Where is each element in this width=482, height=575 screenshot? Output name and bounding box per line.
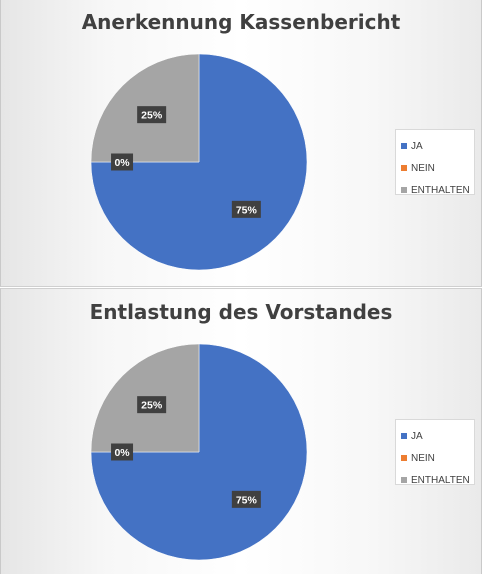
chart-title: Anerkennung Kassenbericht bbox=[81, 10, 401, 34]
data-label-text: 0% bbox=[114, 447, 130, 459]
data-label-text: 0% bbox=[114, 157, 130, 169]
pie-chart: 75% 0% 25% bbox=[90, 343, 308, 561]
legend-swatch bbox=[401, 455, 407, 461]
legend-swatch bbox=[401, 187, 407, 193]
legend-label: ENTHALTEN bbox=[411, 474, 470, 486]
data-label-nein: 0% bbox=[111, 443, 134, 461]
legend-label: NEIN bbox=[411, 452, 435, 464]
data-label-nein: 0% bbox=[111, 153, 134, 171]
legend-label: NEIN bbox=[411, 162, 435, 174]
data-label-text: 75% bbox=[236, 494, 258, 506]
chart-panel-entlastung: Entlastung des Vorstandes 75% 0% 25% JA NE… bbox=[0, 288, 482, 574]
legend-label: JA bbox=[411, 140, 423, 152]
legend-item-nein: NEIN bbox=[396, 157, 474, 179]
data-label-ja: 75% bbox=[231, 490, 261, 508]
legend-item-ja: JA bbox=[396, 135, 474, 157]
data-label-box bbox=[231, 200, 261, 218]
legend-item-nein: NEIN bbox=[396, 447, 474, 469]
data-label-box bbox=[137, 396, 167, 414]
chart-legend: JA NEIN ENTHALTEN bbox=[395, 129, 475, 196]
legend-item-enthalten: ENTHALTEN bbox=[396, 179, 474, 201]
legend-swatch bbox=[401, 143, 407, 149]
chart-panel-anerkennung: Anerkennung Kassenbericht 75% 0% 25% JA NE… bbox=[0, 0, 482, 287]
legend-swatch bbox=[401, 165, 407, 171]
data-label-text: 25% bbox=[141, 400, 163, 412]
data-label-ja: 75% bbox=[231, 200, 261, 218]
legend-swatch bbox=[401, 433, 407, 439]
pie-chart: 75% 0% 25% bbox=[90, 53, 308, 271]
data-label-enthalten: 25% bbox=[137, 106, 167, 124]
chart-legend: JA NEIN ENTHALTEN bbox=[395, 419, 475, 486]
legend-swatch bbox=[401, 477, 407, 483]
data-label-box bbox=[137, 106, 167, 124]
legend-label: JA bbox=[411, 430, 423, 442]
data-label-box bbox=[111, 443, 134, 461]
data-label-text: 25% bbox=[141, 110, 163, 122]
data-label-text: 75% bbox=[236, 204, 258, 216]
legend-label: ENTHALTEN bbox=[411, 184, 470, 196]
chart-title: Entlastung des Vorstandes bbox=[89, 300, 393, 324]
data-label-enthalten: 25% bbox=[137, 396, 167, 414]
legend-item-enthalten: ENTHALTEN bbox=[396, 469, 474, 491]
legend-item-ja: JA bbox=[396, 425, 474, 447]
data-label-box bbox=[231, 490, 261, 508]
data-label-box bbox=[111, 153, 134, 171]
